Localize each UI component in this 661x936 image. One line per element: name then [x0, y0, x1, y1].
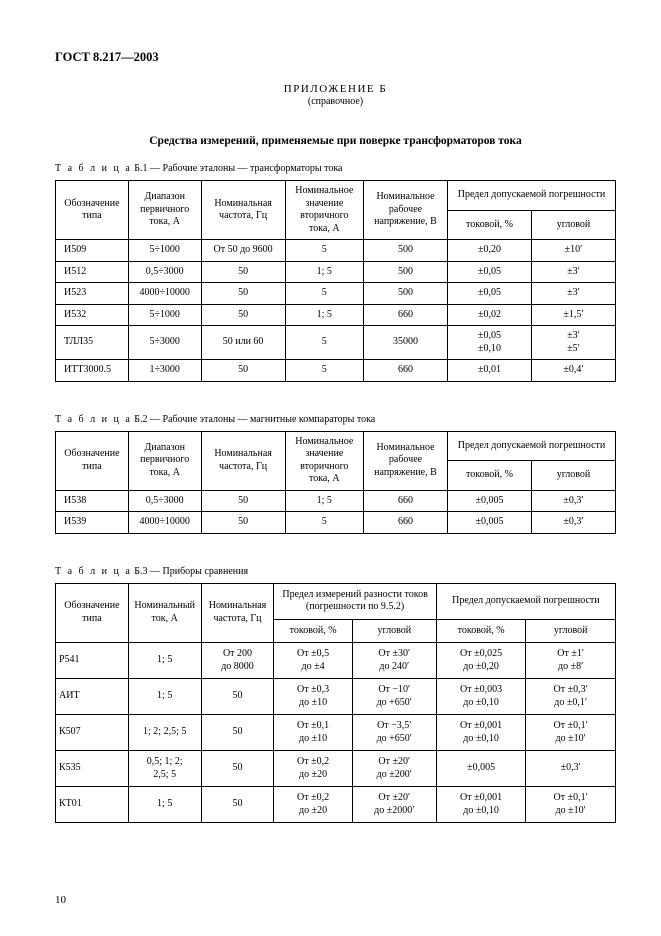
th-freq: Номинальная частота, Гц: [201, 431, 285, 490]
th-ang: угловой: [526, 619, 616, 643]
table3-caption: Т а б л и ц а Б.3 — Приборы сравнения: [55, 566, 616, 577]
table-row: К5350,5; 1; 2;2,5; 550От ±0,2до ±20От ±2…: [56, 751, 616, 787]
table-row: ИТТ3000.51÷3000505660±0,01±0,4′: [56, 360, 616, 382]
table2-caption-rest: Б.2 — Рабочие эталоны — магнитные компар…: [132, 414, 375, 425]
table-row: И5120,5÷3000501; 5500±0,05±3′: [56, 261, 616, 283]
th-meas: Предел измерений разности токов (погрешн…: [274, 583, 436, 619]
table-row: И5234000÷10000505500±0,05±3′: [56, 283, 616, 305]
th-err: Предел допускаемой погрешности: [447, 181, 615, 211]
th-cur: токовой, %: [274, 619, 352, 643]
table-row: КТ011; 550От ±0,2до ±20От ±20′до ±2000′О…: [56, 787, 616, 823]
page-number: 10: [55, 894, 66, 906]
table-row: АИТ1; 550От ±0,3до ±10От −10′до +650′От …: [56, 679, 616, 715]
th-volt: Номинальное рабочее напряжение, В: [363, 181, 447, 240]
table2-caption-spaced: Т а б л и ц а: [55, 414, 132, 425]
th-type: Обозначение типа: [56, 431, 129, 490]
th-sec: Номинальное значение вторичного тока, А: [285, 181, 363, 240]
table-row: К5071; 2; 2,5; 550От ±0,1до ±10От −3,5′д…: [56, 715, 616, 751]
table-row: И5325÷1000501; 5660±0,02±1,5′: [56, 304, 616, 326]
table2: Обозначение типа Диапазон первичного ток…: [55, 431, 616, 534]
th-err: Предел допускаемой погрешности: [447, 431, 615, 461]
th-cur: токовой, %: [447, 461, 531, 491]
table-row: И5394000÷10000505660±0,005±0,3′: [56, 512, 616, 534]
table1-caption-rest: Б.1 — Рабочие эталоны — трансформаторы т…: [132, 163, 343, 174]
th-range: Диапазон первичного тока, А: [128, 181, 201, 240]
table3-caption-spaced: Т а б л и ц а: [55, 566, 132, 577]
th-err: Предел допускаемой погрешности: [436, 583, 615, 619]
table3-caption-rest: Б.3 — Приборы сравнения: [132, 566, 248, 577]
th-nom: Номинальный ток, А: [128, 583, 201, 643]
th-sec: Номинальное значение вторичного тока, А: [285, 431, 363, 490]
th-volt: Номинальное рабочее напряжение, В: [363, 431, 447, 490]
section-title: Средства измерений, применяемые при пове…: [55, 135, 616, 147]
appendix-subtitle: (справочное): [55, 96, 616, 107]
table1: Обозначение типа Диапазон первичного ток…: [55, 180, 616, 382]
th-ang: угловой: [531, 461, 615, 491]
table1-caption-spaced: Т а б л и ц а: [55, 163, 132, 174]
table-row: И5380,5÷3000501; 5660±0,005±0,3′: [56, 490, 616, 512]
th-type: Обозначение типа: [56, 583, 129, 643]
th-freq: Номинальная частота, Гц: [201, 181, 285, 240]
table1-caption: Т а б л и ц а Б.1 — Рабочие эталоны — тр…: [55, 163, 616, 174]
table-row: Р5411; 5От 200до 8000От ±0,5до ±4От ±30′…: [56, 643, 616, 679]
table2-caption: Т а б л и ц а Б.2 — Рабочие эталоны — ма…: [55, 414, 616, 425]
th-range: Диапазон первичного тока, А: [128, 431, 201, 490]
th-cur: токовой, %: [447, 210, 531, 240]
doc-header: ГОСТ 8.217—2003: [55, 50, 616, 65]
th-ang: угловой: [531, 210, 615, 240]
th-type: Обозначение типа: [56, 181, 129, 240]
table-row: ТЛЛ355÷300050 или 60535000±0,05±0,10±3′±…: [56, 326, 616, 360]
appendix-title: ПРИЛОЖЕНИЕ Б: [55, 83, 616, 95]
th-cur: токовой, %: [436, 619, 526, 643]
th-freq: Номинальная частота, Гц: [201, 583, 274, 643]
th-ang: угловой: [352, 619, 436, 643]
table-row: И5095÷1000От 50 до 96005500±0,20±10′: [56, 240, 616, 262]
table3: Обозначение типа Номинальный ток, А Номи…: [55, 583, 616, 824]
